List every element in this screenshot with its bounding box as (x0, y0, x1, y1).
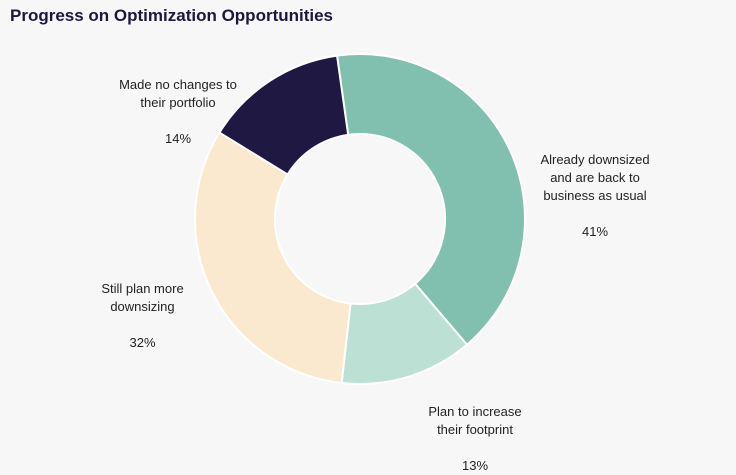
label-no-changes: Made no changes to their portfolio 14% (93, 58, 263, 148)
slice-no-changes (218, 54, 350, 176)
label-plan-to-increase-value: 13% (461, 458, 489, 473)
chart-title: Progress on Optimization Opportunities (10, 6, 334, 25)
label-already-downsized: Already downsized and are back to busine… (510, 133, 680, 241)
label-plan-to-increase-text: Plan to increase their footprint (428, 404, 522, 437)
label-plan-to-increase: Plan to increase their footprint 13% (395, 385, 555, 475)
slice-still-plan-downsizing (194, 131, 352, 385)
slice-already-downsized (335, 53, 526, 347)
label-no-changes-text: Made no changes to their portfolio (119, 77, 237, 110)
label-still-plan-downsizing-text: Still plan more downsizing (101, 281, 184, 314)
label-already-downsized-text: Already downsized and are back to busine… (540, 152, 650, 203)
label-already-downsized-value: 41% (581, 224, 609, 239)
label-still-plan-downsizing: Still plan more downsizing 32% (70, 262, 215, 352)
label-still-plan-downsizing-value: 32% (129, 335, 156, 350)
donut-chart (194, 53, 526, 385)
label-no-changes-value: 14% (164, 131, 192, 146)
